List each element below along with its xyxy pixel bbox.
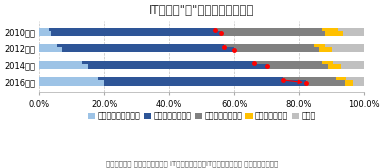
Bar bbox=[98, 77, 283, 82]
Bar bbox=[336, 77, 346, 82]
Bar bbox=[57, 44, 225, 50]
Bar bbox=[49, 28, 215, 33]
Bar bbox=[234, 47, 319, 52]
Bar bbox=[328, 64, 341, 69]
Bar bbox=[322, 61, 333, 66]
Bar bbox=[331, 47, 364, 52]
Bar bbox=[40, 44, 57, 50]
Bar bbox=[40, 31, 51, 36]
Bar bbox=[338, 28, 364, 33]
Bar bbox=[82, 61, 254, 66]
Bar bbox=[104, 80, 306, 86]
Bar bbox=[215, 28, 322, 33]
Bar bbox=[341, 64, 364, 69]
Bar bbox=[325, 44, 364, 50]
Bar bbox=[322, 28, 338, 33]
Bar bbox=[346, 77, 364, 82]
Bar bbox=[254, 61, 322, 66]
Bar bbox=[319, 47, 331, 52]
Bar bbox=[221, 31, 325, 36]
Bar bbox=[62, 47, 234, 52]
Bar bbox=[314, 44, 325, 50]
Bar bbox=[88, 64, 266, 69]
Bar bbox=[343, 31, 364, 36]
Bar bbox=[353, 80, 364, 86]
Bar bbox=[283, 77, 336, 82]
Bar bbox=[325, 31, 343, 36]
Title: IT人材の"量"に対する過不足感: IT人材の"量"に対する過不足感 bbox=[149, 4, 255, 17]
Bar bbox=[40, 61, 82, 66]
Bar bbox=[40, 64, 88, 69]
Bar bbox=[225, 44, 314, 50]
Bar bbox=[306, 80, 344, 86]
Bar bbox=[40, 77, 98, 82]
Bar bbox=[40, 80, 104, 86]
Bar bbox=[40, 28, 49, 33]
Bar bbox=[266, 64, 328, 69]
Bar bbox=[344, 80, 353, 86]
Bar bbox=[333, 61, 364, 66]
Bar bbox=[51, 31, 221, 36]
Legend: 大幅に不足している, やや不足している, 特に過不足はない, やや過剰である, 無回答: 大幅に不足している, やや不足している, 特に過不足はない, やや過剰である, … bbox=[88, 112, 316, 121]
Bar bbox=[40, 47, 62, 52]
Text: 独立行政法人 情報処理推進機構 IT人材育成本部『IT人材白書』より グラフは当社作成: 独立行政法人 情報処理推進機構 IT人材育成本部『IT人材白書』より グラフは当… bbox=[106, 161, 278, 167]
